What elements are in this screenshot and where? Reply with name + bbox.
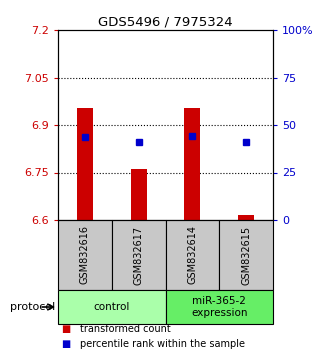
Bar: [58, 220, 112, 290]
Text: protocol: protocol: [10, 302, 55, 312]
Bar: [219, 220, 273, 290]
Bar: [184, 108, 200, 220]
Text: percentile rank within the sample: percentile rank within the sample: [80, 339, 245, 349]
Bar: [77, 108, 93, 220]
Text: GSM832616: GSM832616: [80, 225, 90, 285]
Text: ■: ■: [61, 339, 70, 349]
Bar: [58, 290, 165, 324]
Text: GSM832615: GSM832615: [241, 225, 251, 285]
Bar: [165, 220, 219, 290]
Bar: [112, 220, 165, 290]
Text: GSM832614: GSM832614: [188, 225, 197, 285]
Text: miR-365-2
expression: miR-365-2 expression: [191, 296, 247, 318]
Bar: [131, 169, 147, 220]
Text: transformed count: transformed count: [80, 324, 171, 334]
Text: control: control: [93, 302, 130, 312]
Title: GDS5496 / 7975324: GDS5496 / 7975324: [98, 16, 233, 29]
Bar: [238, 215, 254, 220]
Text: GSM832617: GSM832617: [134, 225, 144, 285]
Bar: [165, 290, 273, 324]
Text: ■: ■: [61, 324, 70, 334]
